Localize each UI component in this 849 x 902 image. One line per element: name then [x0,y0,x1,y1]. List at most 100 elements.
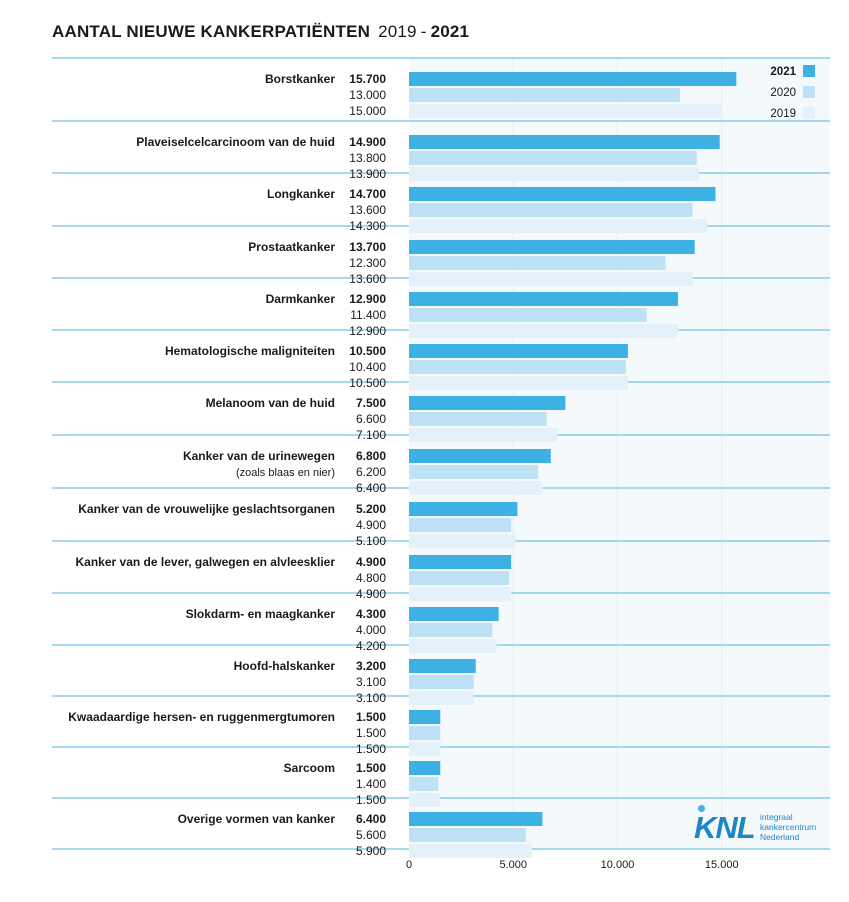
bar-2019-5 [409,376,628,390]
data-label-2020-6: 6.600 [356,412,386,426]
category-label-7: Kanker van de urinewegen [183,449,335,463]
data-label-2019-12: 1.500 [356,742,386,756]
bar-2019-0 [409,104,722,118]
data-label-2019-13: 1.500 [356,793,386,807]
bar-2020-10 [409,623,493,637]
logo-line-3: Nederland [760,832,800,842]
bar-2019-13 [409,793,441,807]
category-label-6: Melanoom van de huid [206,396,335,410]
category-label-10: Slokdarm- en maagkanker [186,607,336,621]
legend-label-2021: 2021 [770,66,796,78]
bar-2019-14 [409,844,533,858]
bar-2019-10 [409,639,497,653]
data-label-2021-12: 1.500 [356,710,386,724]
data-label-2020-1: 13.800 [349,151,386,165]
category-label-2: Longkanker [267,187,335,201]
data-label-2020-14: 5.600 [356,828,386,842]
data-label-2021-0: 15.700 [349,72,386,86]
data-label-2019-7: 6.400 [356,481,386,495]
bar-2020-12 [409,726,441,740]
data-label-2021-14: 6.400 [356,812,386,826]
bar-2021-6 [409,396,566,410]
bar-2019-3 [409,272,693,286]
bar-2020-7 [409,465,539,479]
data-label-2019-11: 3.100 [356,691,386,705]
data-label-2020-5: 10.400 [349,360,386,374]
knl-logo: KNL integraal kankercentrum Nederland [694,805,834,848]
x-tick-label-1: 5.000 [499,859,527,871]
data-label-2021-2: 14.700 [349,187,386,201]
category-label-14: Overige vormen van kanker [178,812,336,826]
legend-swatch-2019 [803,107,815,119]
category-label-9: Kanker van de lever, galwegen en alvlees… [76,555,336,569]
category-label-0: Borstkanker [265,72,335,86]
data-label-2021-8: 5.200 [356,502,386,516]
data-label-2019-6: 7.100 [356,428,386,442]
bar-2019-8 [409,534,516,548]
data-label-2021-3: 13.700 [349,240,386,254]
category-label-4: Darmkanker [266,292,336,306]
data-label-2021-4: 12.900 [349,292,386,306]
bar-2020-2 [409,203,693,217]
bar-2020-6 [409,412,547,426]
x-tick-label-0: 0 [406,859,412,871]
bar-2021-7 [409,449,551,463]
bar-2021-5 [409,344,628,358]
category-label-5: Hematologische maligniteiten [165,344,335,358]
data-label-2020-11: 3.100 [356,675,386,689]
data-label-2020-0: 13.000 [349,88,386,102]
data-label-2020-10: 4.000 [356,623,386,637]
bar-2020-3 [409,256,666,270]
bar-2021-3 [409,240,695,254]
bar-2019-4 [409,324,678,338]
legend-swatch-2020 [803,86,815,98]
bar-2019-7 [409,481,543,495]
bar-2021-10 [409,607,499,621]
bar-2019-12 [409,742,441,756]
category-label-1: Plaveiselcelcarcinoom van de huid [136,135,335,149]
data-label-2020-4: 11.400 [350,308,386,322]
logo-subtitle: integraal kankercentrum Nederland [760,812,816,842]
title-year-start: 2019 [378,22,417,41]
bar-2021-13 [409,761,441,775]
bar-2020-9 [409,571,510,585]
x-tick-label-3: 15.000 [705,859,739,871]
data-label-2021-10: 4.300 [356,607,386,621]
data-label-2020-8: 4.900 [356,518,386,532]
data-label-2020-12: 1.500 [356,726,386,740]
data-label-2021-6: 7.500 [356,396,386,410]
bar-2020-5 [409,360,626,374]
bar-2020-14 [409,828,526,842]
category-sublabel-7: (zoals blaas en nier) [236,467,335,479]
bar-2019-11 [409,691,474,705]
data-label-2021-9: 4.900 [356,555,386,569]
bar-2021-1 [409,135,720,149]
data-label-2019-9: 4.900 [356,587,386,601]
bar-2021-0 [409,72,737,86]
data-label-2021-1: 14.900 [349,135,386,149]
category-label-11: Hoofd-halskanker [234,659,336,673]
bar-2019-2 [409,219,708,233]
logo-line-2: kankercentrum [760,822,817,832]
data-label-2021-5: 10.500 [349,344,386,358]
data-label-2019-3: 13.600 [349,272,386,286]
data-label-2020-9: 4.800 [356,571,386,585]
data-label-2019-4: 12.900 [349,324,386,338]
data-label-2019-2: 14.300 [349,219,386,233]
data-label-2019-0: 15.000 [349,104,386,118]
category-label-8: Kanker van de vrouwelijke geslachtsorgan… [78,502,335,516]
bar-2020-8 [409,518,512,532]
data-label-2020-3: 12.300 [349,256,386,270]
data-label-2020-2: 13.600 [349,203,386,217]
bar-2020-13 [409,777,439,791]
logo-dot-icon [698,805,705,812]
legend-label-2020: 2020 [770,87,796,99]
data-label-2020-7: 6.200 [356,465,386,479]
bar-2021-4 [409,292,678,306]
logo-mark: KNL [694,810,756,845]
bar-2020-0 [409,88,681,102]
chart-title: AANTAL NIEUWE KANKERPATIËNTEN 2019-2021 [52,22,469,42]
bar-2019-1 [409,167,699,181]
bar-2021-11 [409,659,476,673]
